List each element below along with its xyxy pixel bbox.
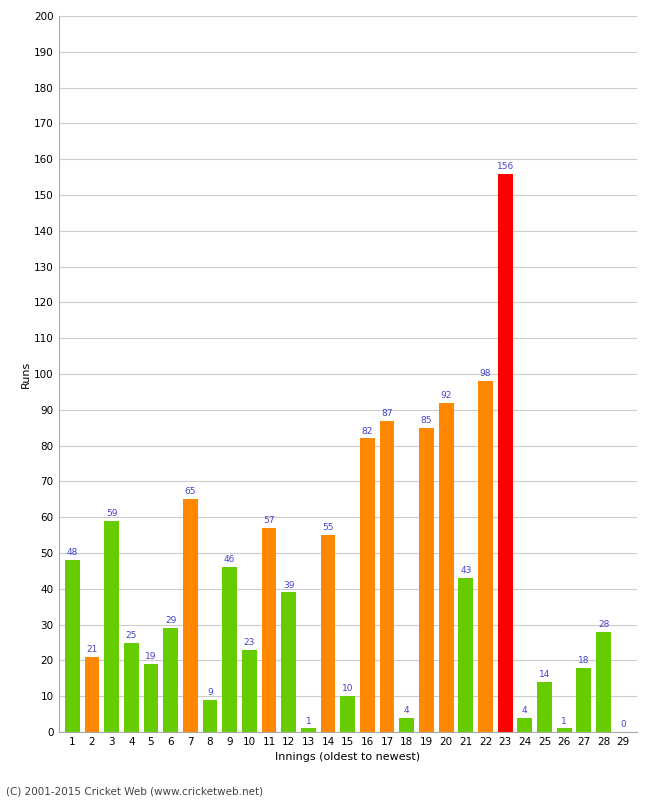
Text: 98: 98: [480, 370, 491, 378]
Text: 4: 4: [404, 706, 410, 715]
Text: 19: 19: [145, 652, 157, 661]
Text: 65: 65: [185, 487, 196, 497]
Bar: [380, 421, 395, 732]
Text: 1: 1: [306, 717, 311, 726]
Text: 156: 156: [497, 162, 514, 170]
Bar: [281, 592, 296, 732]
Text: 25: 25: [125, 630, 137, 640]
Text: 4: 4: [522, 706, 528, 715]
Bar: [144, 664, 159, 732]
Bar: [360, 438, 375, 732]
Text: 10: 10: [342, 684, 354, 694]
Bar: [341, 696, 355, 732]
Text: 0: 0: [620, 720, 626, 729]
Text: 92: 92: [441, 390, 452, 400]
Text: 85: 85: [421, 416, 432, 425]
Bar: [478, 381, 493, 732]
Bar: [320, 535, 335, 732]
Text: 43: 43: [460, 566, 471, 575]
Text: 14: 14: [539, 670, 550, 679]
Bar: [222, 567, 237, 732]
Text: 39: 39: [283, 581, 294, 590]
Text: 23: 23: [244, 638, 255, 646]
Y-axis label: Runs: Runs: [21, 360, 31, 388]
Text: 29: 29: [165, 616, 176, 626]
Bar: [399, 718, 414, 732]
Bar: [577, 667, 592, 732]
Text: 82: 82: [362, 426, 373, 435]
Text: 55: 55: [322, 523, 334, 532]
Bar: [163, 628, 178, 732]
Bar: [498, 174, 513, 732]
Bar: [596, 632, 611, 732]
Text: 21: 21: [86, 645, 98, 654]
Bar: [65, 560, 80, 732]
Bar: [517, 718, 532, 732]
Bar: [557, 729, 571, 732]
Bar: [439, 402, 454, 732]
Text: 46: 46: [224, 555, 235, 565]
Text: 1: 1: [562, 717, 567, 726]
Bar: [242, 650, 257, 732]
Bar: [301, 729, 316, 732]
Text: (C) 2001-2015 Cricket Web (www.cricketweb.net): (C) 2001-2015 Cricket Web (www.cricketwe…: [6, 786, 264, 796]
Bar: [419, 428, 434, 732]
Text: 9: 9: [207, 688, 213, 697]
Bar: [104, 521, 119, 732]
Bar: [183, 499, 198, 732]
Bar: [124, 642, 138, 732]
Text: 87: 87: [382, 409, 393, 418]
Bar: [84, 657, 99, 732]
Bar: [262, 528, 276, 732]
Bar: [203, 700, 217, 732]
Text: 28: 28: [598, 620, 609, 629]
Text: 57: 57: [263, 516, 275, 525]
Text: 59: 59: [106, 509, 118, 518]
X-axis label: Innings (oldest to newest): Innings (oldest to newest): [275, 753, 421, 762]
Text: 18: 18: [578, 656, 590, 665]
Text: 48: 48: [66, 548, 78, 558]
Bar: [458, 578, 473, 732]
Bar: [537, 682, 552, 732]
